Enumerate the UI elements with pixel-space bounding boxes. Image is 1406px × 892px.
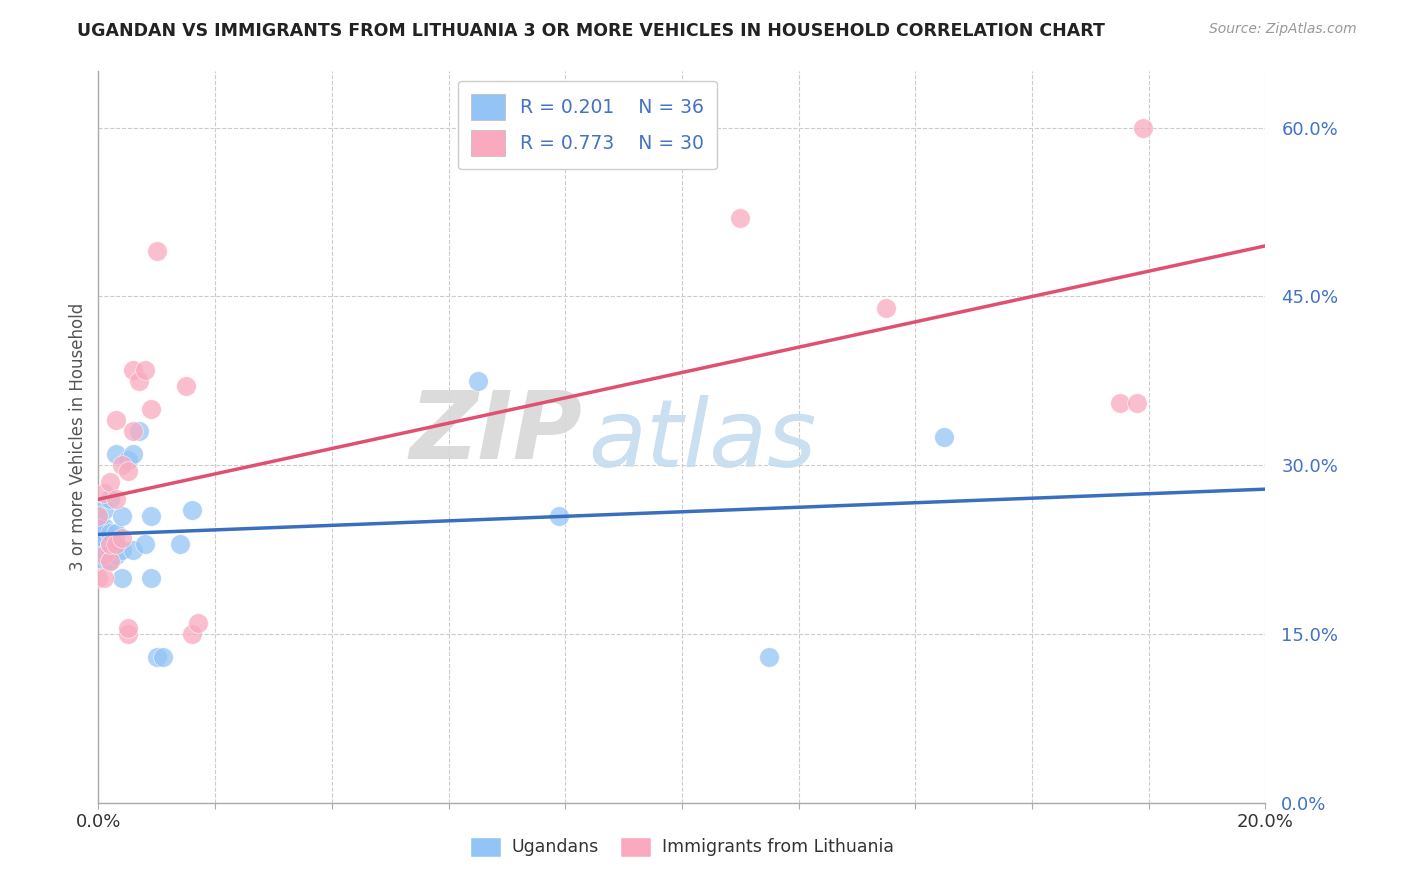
Point — [111, 542, 134, 557]
Point — [128, 425, 150, 439]
Point — [117, 452, 139, 467]
Point — [1126, 396, 1149, 410]
Point — [111, 571, 134, 585]
Point — [174, 379, 197, 393]
Point — [104, 548, 127, 562]
Point — [111, 458, 134, 473]
Point — [146, 649, 169, 664]
Point — [98, 554, 121, 568]
Point — [87, 548, 110, 562]
Point — [98, 525, 121, 540]
Point — [117, 464, 139, 478]
Point — [98, 542, 121, 557]
Point — [128, 374, 150, 388]
Point — [104, 537, 127, 551]
Point — [87, 537, 110, 551]
Point — [87, 508, 110, 523]
Point — [730, 211, 752, 225]
Point — [139, 401, 162, 416]
Point — [117, 621, 139, 635]
Point — [104, 413, 127, 427]
Text: UGANDAN VS IMMIGRANTS FROM LITHUANIA 3 OR MORE VEHICLES IN HOUSEHOLD CORRELATION: UGANDAN VS IMMIGRANTS FROM LITHUANIA 3 O… — [77, 22, 1105, 40]
Point — [93, 542, 115, 557]
Point — [93, 548, 115, 562]
Point — [93, 486, 115, 500]
Point — [93, 520, 115, 534]
Point — [122, 447, 145, 461]
Point — [169, 537, 191, 551]
Point — [98, 491, 121, 506]
Point — [139, 571, 162, 585]
Point — [146, 244, 169, 259]
Point — [93, 554, 115, 568]
Point — [758, 649, 780, 664]
Point — [467, 374, 489, 388]
Point — [111, 532, 134, 546]
Point — [1132, 120, 1154, 135]
Text: Source: ZipAtlas.com: Source: ZipAtlas.com — [1209, 22, 1357, 37]
Point — [87, 525, 110, 540]
Point — [934, 430, 956, 444]
Point — [98, 537, 121, 551]
Point — [187, 615, 209, 630]
Point — [180, 627, 202, 641]
Point — [93, 532, 115, 546]
Point — [87, 571, 110, 585]
Point — [134, 362, 156, 376]
Point — [180, 503, 202, 517]
Point — [104, 447, 127, 461]
Y-axis label: 3 or more Vehicles in Household: 3 or more Vehicles in Household — [69, 303, 87, 571]
Point — [548, 508, 571, 523]
Point — [98, 475, 121, 489]
Point — [111, 508, 134, 523]
Point — [122, 542, 145, 557]
Text: ZIP: ZIP — [409, 387, 582, 479]
Point — [104, 491, 127, 506]
Point — [87, 508, 110, 523]
Point — [87, 515, 110, 529]
Point — [98, 537, 121, 551]
Point — [139, 508, 162, 523]
Point — [875, 301, 897, 315]
Point — [117, 627, 139, 641]
Point — [122, 362, 145, 376]
Point — [134, 537, 156, 551]
Point — [152, 649, 174, 664]
Point — [104, 525, 127, 540]
Legend: Ugandans, Immigrants from Lithuania: Ugandans, Immigrants from Lithuania — [463, 830, 901, 863]
Text: atlas: atlas — [589, 395, 817, 486]
Point — [93, 503, 115, 517]
Point — [122, 425, 145, 439]
Point — [93, 571, 115, 585]
Point — [1108, 396, 1130, 410]
Point — [98, 554, 121, 568]
